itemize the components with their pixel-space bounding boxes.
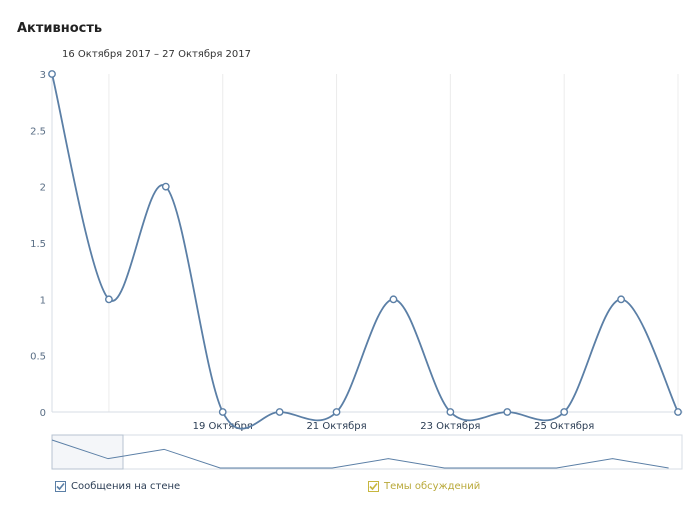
data-point[interactable]: [332, 408, 341, 416]
data-point[interactable]: [389, 295, 398, 304]
navigator-series: [51, 439, 669, 469]
legend-wall-label: Сообщения на стене: [71, 481, 181, 492]
y-axis: 0 0.5 1 1.5 2 2.5 3: [30, 70, 46, 419]
checkbox-discussion-topics[interactable]: [368, 481, 379, 492]
check-icon: [369, 482, 378, 491]
check-icon: [56, 482, 65, 491]
legend-discussion-topics[interactable]: Темы обсуждений: [368, 481, 480, 492]
legend-topics-label: Темы обсуждений: [384, 481, 481, 492]
series-layer: [48, 70, 682, 430]
chart-title: Активность: [17, 21, 103, 36]
x-tick-label: 21 Октября: [306, 421, 366, 432]
y-tick-label: 0.5: [30, 352, 46, 363]
data-point[interactable]: [617, 295, 625, 304]
x-axis: 19 Октября 21 Октября 23 Октября 25 Октября: [193, 421, 595, 432]
data-point[interactable]: [275, 408, 284, 416]
legend-wall-messages[interactable]: Сообщения на стене: [55, 481, 180, 492]
y-tick-label: 3: [40, 70, 46, 81]
y-tick-label: 2: [40, 183, 46, 194]
checkbox-wall-messages[interactable]: [55, 481, 66, 492]
data-point[interactable]: [161, 182, 170, 191]
x-tick-label: 25 Октября: [534, 421, 594, 432]
y-tick-label: 2.5: [30, 126, 46, 137]
chart-grid: [51, 74, 683, 413]
data-point[interactable]: [105, 295, 113, 304]
navigator-frame: [51, 434, 683, 470]
x-tick-label: 19 Октября: [193, 421, 253, 432]
data-point[interactable]: [503, 408, 512, 416]
date-range: 16 Октября 2017 – 27 Октября 2017: [62, 49, 251, 60]
data-point[interactable]: [674, 408, 682, 416]
data-point[interactable]: [560, 408, 569, 416]
x-tick-label: 23 Октября: [420, 421, 480, 432]
y-tick-label: 1.5: [30, 239, 46, 250]
data-point[interactable]: [218, 408, 227, 416]
y-tick-label: 1: [40, 295, 46, 306]
data-point[interactable]: [48, 70, 56, 78]
y-tick-label: 0: [40, 408, 46, 419]
series-line-wall-messages: [51, 73, 679, 430]
range-navigator[interactable]: [51, 434, 683, 470]
data-point[interactable]: [446, 408, 455, 416]
